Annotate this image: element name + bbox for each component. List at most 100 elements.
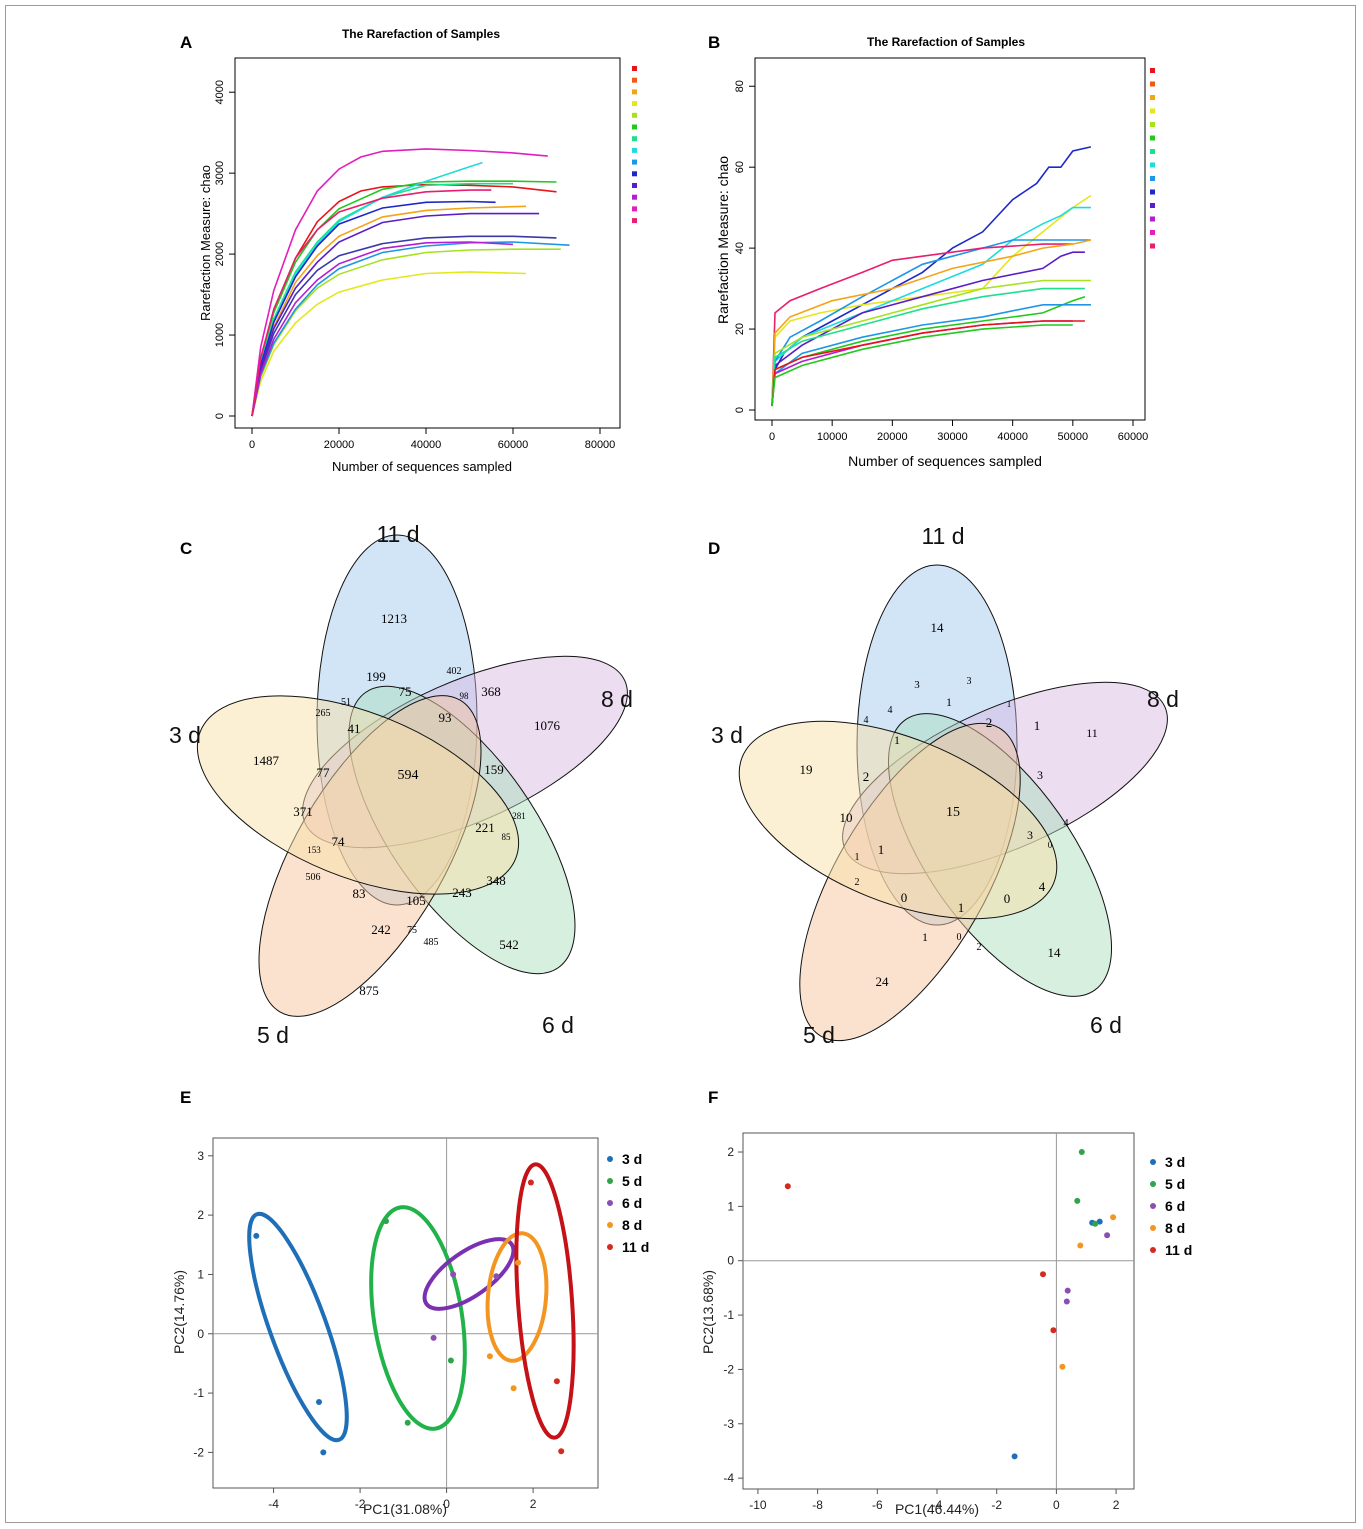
legend-color-key <box>632 183 637 188</box>
y-tick-label: 2000 <box>214 242 226 266</box>
y-tick-label: 40 <box>734 242 746 254</box>
pca-sample-point <box>316 1399 322 1405</box>
venn-region-count: 199 <box>366 669 386 684</box>
x-tick-label: 0 <box>769 431 775 443</box>
venn-region-count: 74 <box>332 834 346 849</box>
legend-color-key <box>1150 135 1155 141</box>
legend-color-key <box>632 89 637 95</box>
pca-sample-point <box>1040 1271 1046 1278</box>
legend-label: 8 d <box>1165 1220 1185 1236</box>
x-tick-label: 80000 <box>585 439 616 451</box>
chart-a-xlabel: Number of sequences sampled <box>332 459 512 474</box>
rarefaction-series-line <box>771 287 1085 407</box>
rarefaction-series-line <box>771 194 1092 407</box>
rarefaction-series-line <box>771 320 1085 407</box>
legend-color-key <box>632 159 637 165</box>
venn-region-count: 10 <box>840 810 853 825</box>
legend-label: 5 d <box>622 1173 642 1189</box>
venn-region-count: 485 <box>424 937 439 948</box>
chart-a-ylabel: Rarefaction Measure: chao <box>198 165 213 321</box>
venn-d-label-8d: 8 d <box>1147 686 1179 712</box>
legend-label: 5 d <box>1165 1176 1185 1192</box>
x-tick-label: 20000 <box>877 431 908 443</box>
pca-sample-point <box>1074 1197 1081 1204</box>
y-tick-label: 4000 <box>214 80 226 104</box>
venn-region-count: 1 <box>922 930 928 944</box>
venn-region-count: 1 <box>894 733 900 747</box>
rarefaction-series-line <box>251 189 492 417</box>
chart-b-title: The Rarefaction of Samples <box>867 35 1025 49</box>
venn-region-count: 3 <box>967 676 972 687</box>
legend-marker <box>1150 1181 1156 1187</box>
legend-color-key <box>1150 162 1155 168</box>
legend-color-key <box>1150 122 1155 127</box>
legend-color-key <box>632 136 637 142</box>
chart-e-xlabel: PC1(31.08%) <box>363 1501 447 1517</box>
venn-region-count: 1 <box>878 842 885 857</box>
legend-label: 6 d <box>1165 1198 1185 1214</box>
y-tick-label: 2 <box>727 1145 734 1159</box>
venn-region-count: 153 <box>307 845 321 855</box>
x-tick-label: -2 <box>355 1497 366 1511</box>
x-tick-label: -10 <box>749 1498 767 1512</box>
legend-label: 11 d <box>622 1239 649 1255</box>
rarefaction-series-line <box>251 161 483 417</box>
venn-region-count: 4 <box>864 715 869 726</box>
y-tick-label: -3 <box>723 1417 734 1431</box>
venn-region-count: 2 <box>863 769 870 784</box>
rarefaction-series-line <box>251 200 496 417</box>
pca-sample-point <box>320 1449 327 1456</box>
legend-color-key <box>1150 68 1155 73</box>
legend-label: 8 d <box>622 1217 642 1233</box>
venn-region-count: 105 <box>406 893 426 908</box>
pca-sample-point <box>253 1232 260 1239</box>
pca-sample-point <box>784 1183 791 1190</box>
rarefaction-series-line <box>771 251 1085 407</box>
venn-region-count: 75 <box>407 925 417 936</box>
x-tick-label: 0 <box>249 439 255 451</box>
venn-region-count: 1213 <box>381 611 407 626</box>
pca-sample-point <box>1059 1363 1066 1370</box>
venn-region-count: 0 <box>901 890 908 905</box>
chart-a-plot-border <box>234 57 621 429</box>
pca-sample-point <box>486 1353 493 1360</box>
venn-region-count: 14 <box>931 620 945 635</box>
legend-color-key <box>1150 243 1155 249</box>
y-tick-label: 1 <box>727 1199 734 1213</box>
legend-label: 11 d <box>1165 1242 1192 1258</box>
venn-region-count: 1 <box>1034 718 1041 733</box>
pca-sample-point <box>450 1271 457 1278</box>
legend-label: 3 d <box>1165 1154 1185 1170</box>
venn-region-count: 242 <box>371 922 391 937</box>
pca-sample-point <box>447 1357 454 1364</box>
y-tick-label: 0 <box>197 1327 204 1341</box>
x-tick-label: 50000 <box>1058 431 1089 443</box>
venn-c-label-8d: 8 d <box>601 686 633 712</box>
panel-letter-f: F <box>708 1088 718 1107</box>
venn-region-count: 0 <box>1048 840 1053 850</box>
venn-d-label-11d: 11 d <box>921 523 964 549</box>
legend-color-key <box>632 218 637 224</box>
x-tick-label: -6 <box>872 1498 883 1512</box>
chart-e-ellipse-5d <box>369 1205 467 1431</box>
venn-region-count: 1487 <box>253 753 280 768</box>
venn-region-count: 24 <box>876 974 890 989</box>
chart-e-ylabel: PC2(14.76%) <box>171 1270 187 1354</box>
x-tick-label: -8 <box>812 1498 823 1512</box>
venn-region-count: 159 <box>484 762 504 777</box>
legend-color-key <box>632 171 637 177</box>
venn-region-count: 3 <box>914 679 920 691</box>
chart-e-plot-border <box>212 1137 599 1489</box>
venn-region-count: 14 <box>1048 945 1062 960</box>
panel-letter-c: C <box>180 539 192 558</box>
chart-e-ellipse-3d <box>247 1211 349 1443</box>
chart-b-ylabel: Rarefaction Measure: chao <box>715 156 731 324</box>
venn-c-ellipse-3d <box>196 695 520 895</box>
legend-color-key <box>632 147 637 153</box>
pca-sample-point <box>553 1378 560 1385</box>
pca-sample-point <box>493 1273 500 1280</box>
legend-marker <box>1150 1247 1156 1253</box>
rarefaction-series-line <box>771 239 1091 407</box>
